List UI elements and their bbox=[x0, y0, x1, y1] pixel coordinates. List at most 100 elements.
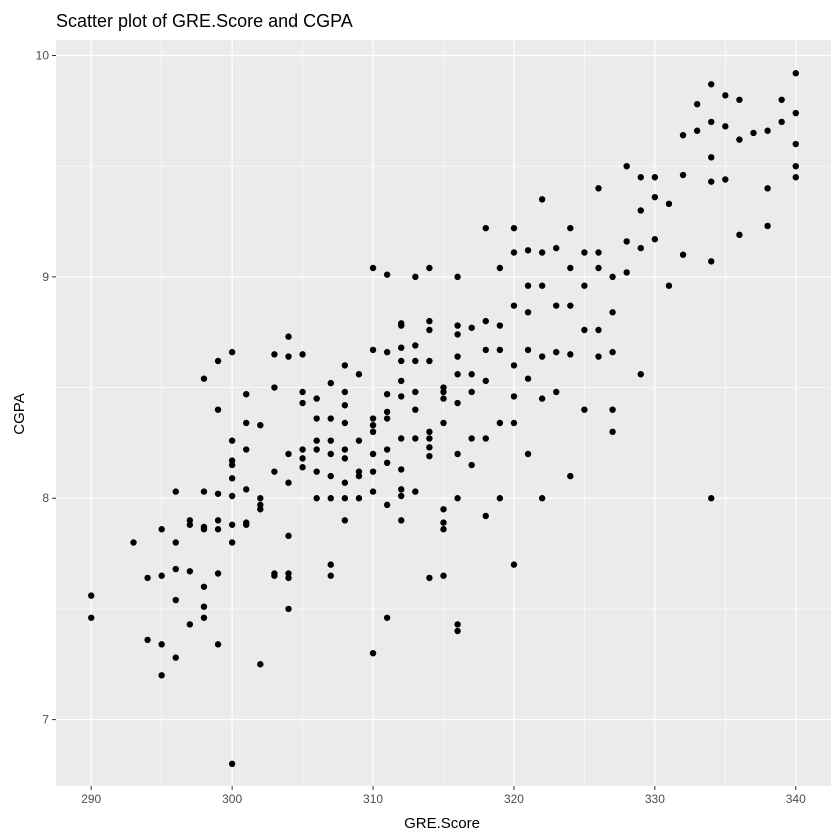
data-point bbox=[369, 649, 377, 657]
data-point bbox=[144, 636, 151, 644]
data-point bbox=[341, 517, 349, 524]
data-point bbox=[285, 353, 292, 360]
data-point bbox=[708, 178, 715, 185]
data-point bbox=[468, 371, 475, 378]
data-point bbox=[299, 388, 306, 396]
data-point bbox=[637, 174, 644, 181]
data-point bbox=[482, 346, 489, 354]
data-point bbox=[257, 661, 264, 668]
data-point bbox=[186, 517, 194, 524]
data-point bbox=[609, 309, 616, 316]
data-point bbox=[496, 346, 504, 354]
data-point bbox=[398, 486, 405, 493]
data-point bbox=[299, 446, 306, 453]
data-point bbox=[581, 282, 588, 289]
data-point bbox=[186, 621, 194, 628]
data-point bbox=[454, 371, 461, 378]
data-point bbox=[200, 375, 208, 382]
data-point bbox=[510, 362, 518, 369]
data-point bbox=[524, 346, 532, 354]
data-point bbox=[398, 322, 405, 329]
data-point bbox=[440, 572, 447, 579]
data-point bbox=[412, 406, 419, 413]
data-point bbox=[426, 264, 433, 272]
data-point bbox=[369, 415, 377, 422]
data-point bbox=[581, 406, 588, 413]
data-point bbox=[553, 302, 560, 309]
data-point bbox=[510, 561, 518, 568]
data-point bbox=[665, 200, 673, 208]
data-point bbox=[524, 247, 532, 254]
data-point bbox=[792, 140, 799, 148]
y-tick-label: 10 bbox=[36, 48, 50, 62]
x-tick-label: 310 bbox=[363, 792, 383, 806]
data-point bbox=[228, 492, 236, 500]
data-point bbox=[708, 154, 715, 161]
data-point bbox=[651, 193, 659, 201]
data-point bbox=[369, 264, 377, 272]
data-point bbox=[285, 574, 292, 582]
data-point bbox=[383, 446, 391, 453]
data-point bbox=[299, 464, 306, 471]
data-point bbox=[496, 495, 504, 502]
data-point bbox=[454, 331, 461, 338]
data-point bbox=[398, 357, 405, 365]
y-tick-label: 9 bbox=[42, 270, 49, 284]
data-point bbox=[369, 428, 377, 436]
data-point bbox=[412, 357, 419, 365]
data-point bbox=[454, 322, 461, 329]
data-point bbox=[228, 457, 236, 464]
data-point bbox=[510, 249, 518, 256]
data-point bbox=[637, 244, 644, 252]
data-point bbox=[778, 118, 785, 126]
data-point bbox=[679, 171, 687, 179]
data-point bbox=[257, 501, 264, 509]
data-point bbox=[214, 517, 222, 524]
data-point bbox=[271, 384, 278, 391]
y-axis-title: CGPA bbox=[11, 393, 28, 434]
data-point bbox=[172, 596, 179, 604]
data-point bbox=[792, 70, 799, 77]
data-point bbox=[88, 592, 95, 599]
data-point bbox=[341, 362, 349, 369]
data-point bbox=[623, 162, 630, 170]
data-point bbox=[341, 495, 349, 502]
data-point bbox=[200, 526, 208, 533]
data-point bbox=[538, 249, 546, 256]
x-tick-label: 340 bbox=[786, 792, 806, 806]
data-point bbox=[623, 269, 630, 276]
data-point bbox=[369, 346, 377, 354]
data-point bbox=[426, 435, 433, 442]
data-point bbox=[158, 572, 165, 579]
data-point bbox=[327, 495, 334, 502]
data-point bbox=[778, 96, 785, 103]
data-point bbox=[538, 395, 546, 402]
data-point bbox=[327, 379, 334, 387]
data-point bbox=[651, 236, 659, 243]
data-point bbox=[440, 419, 447, 427]
data-point bbox=[722, 92, 729, 99]
data-point bbox=[426, 428, 433, 436]
data-point bbox=[454, 621, 461, 628]
data-point bbox=[750, 129, 757, 137]
data-point bbox=[383, 348, 391, 356]
data-point bbox=[722, 176, 729, 183]
data-point bbox=[341, 419, 349, 427]
data-point bbox=[736, 231, 743, 239]
x-tick-label: 300 bbox=[222, 792, 242, 806]
data-point bbox=[285, 479, 292, 486]
data-point bbox=[355, 495, 363, 502]
data-point bbox=[313, 446, 320, 453]
data-point bbox=[285, 532, 292, 540]
data-point bbox=[172, 654, 179, 661]
data-point bbox=[454, 450, 461, 458]
y-tick-label: 8 bbox=[42, 491, 49, 505]
y-tick-label: 7 bbox=[42, 713, 49, 727]
data-point bbox=[214, 406, 222, 413]
data-point bbox=[764, 222, 771, 230]
data-point bbox=[792, 174, 799, 181]
data-point bbox=[341, 388, 349, 396]
data-point bbox=[595, 264, 602, 272]
data-point bbox=[313, 395, 320, 402]
data-point bbox=[186, 521, 194, 528]
